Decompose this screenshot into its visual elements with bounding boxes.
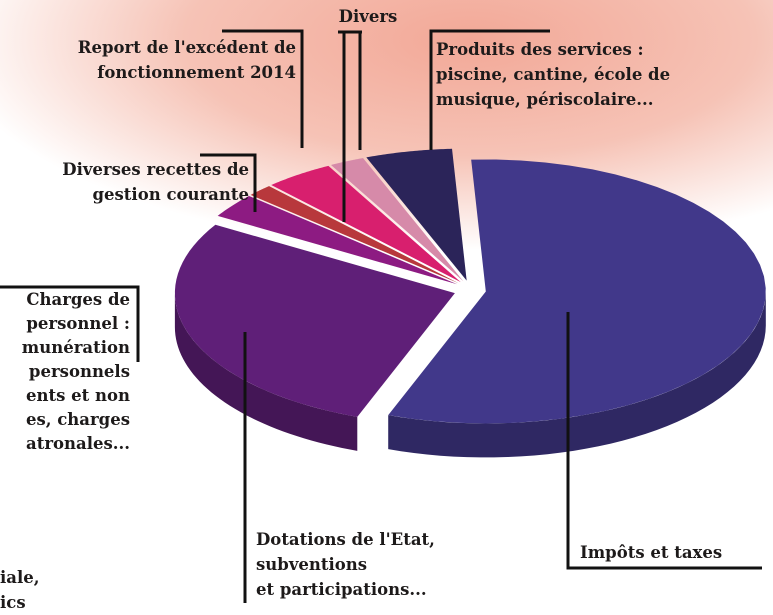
slice-label: Impôts et taxes bbox=[580, 540, 770, 565]
slice-label: Divers bbox=[300, 4, 436, 29]
page: Divers Report de l'excédent de fonctionn… bbox=[0, 0, 773, 603]
pie bbox=[175, 149, 766, 458]
annotation: iale, ics bbox=[0, 565, 80, 615]
slice-label: Report de l'excédent de fonctionnement 2… bbox=[0, 35, 296, 85]
slice-label: Produits des services : piscine, cantine… bbox=[436, 37, 773, 112]
annotation: Charges de personnel : munération person… bbox=[0, 288, 130, 456]
slice-label: Diverses recettes de gestion courante bbox=[0, 157, 249, 207]
slice-label: Dotations de l'Etat, subventions et part… bbox=[256, 527, 516, 602]
